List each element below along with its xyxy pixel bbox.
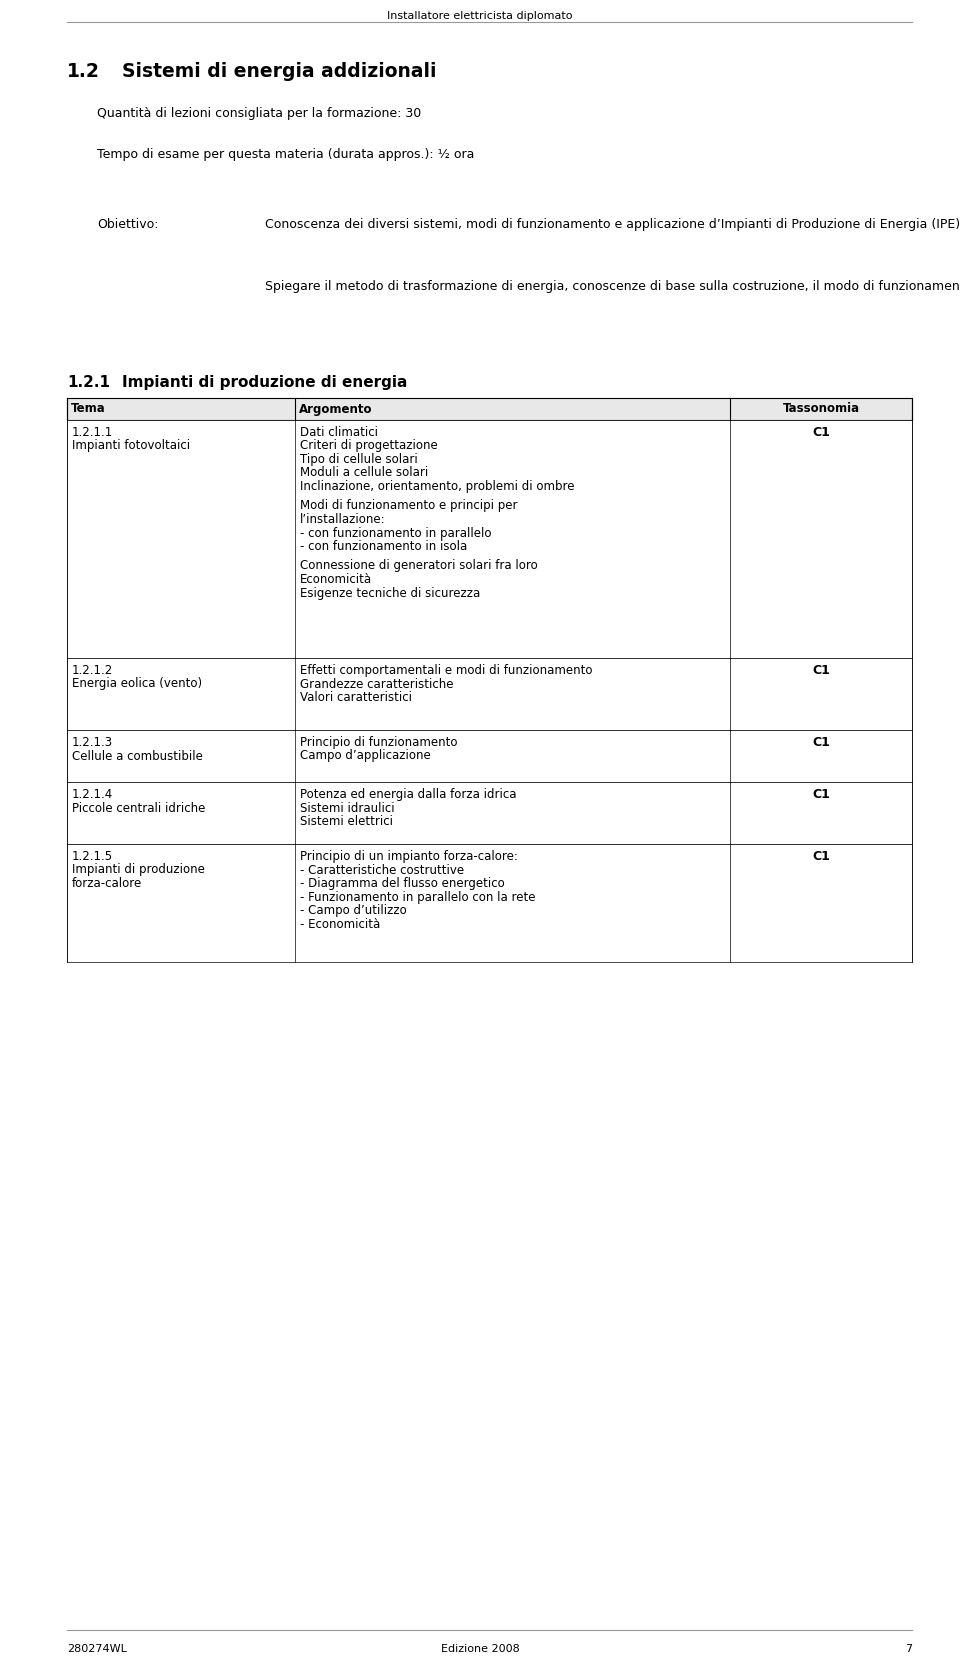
Text: 1.2.1.4: 1.2.1.4 bbox=[72, 788, 113, 802]
Text: Inclinazione, orientamento, problemi di ombre: Inclinazione, orientamento, problemi di … bbox=[300, 481, 574, 492]
Text: Principio di funzionamento: Principio di funzionamento bbox=[300, 737, 458, 748]
Text: Potenza ed energia dalla forza idrica: Potenza ed energia dalla forza idrica bbox=[300, 788, 516, 802]
Text: Sistemi idraulici: Sistemi idraulici bbox=[300, 802, 395, 815]
Text: Criteri di progettazione: Criteri di progettazione bbox=[300, 439, 438, 452]
Text: Sistemi elettrici: Sistemi elettrici bbox=[300, 815, 393, 828]
Bar bbox=[67, 730, 912, 782]
Text: Energia eolica (vento): Energia eolica (vento) bbox=[72, 677, 203, 690]
Bar bbox=[67, 845, 912, 961]
Text: l’installazione:: l’installazione: bbox=[300, 512, 386, 526]
Text: Argomento: Argomento bbox=[299, 402, 372, 416]
Text: - Campo d’utilizzo: - Campo d’utilizzo bbox=[300, 905, 407, 916]
Bar bbox=[67, 421, 912, 659]
Text: forza-calore: forza-calore bbox=[72, 876, 142, 890]
Text: Impianti di produzione di energia: Impianti di produzione di energia bbox=[122, 374, 407, 391]
Text: - con funzionamento in isola: - con funzionamento in isola bbox=[300, 540, 468, 554]
Text: Obiettivo:: Obiettivo: bbox=[97, 218, 158, 231]
Text: Quantità di lezioni consigliata per la formazione: 30: Quantità di lezioni consigliata per la f… bbox=[97, 106, 421, 120]
Text: C1: C1 bbox=[812, 788, 830, 802]
Text: 1.2.1.1: 1.2.1.1 bbox=[72, 426, 113, 439]
Text: 7: 7 bbox=[905, 1645, 912, 1655]
Text: Economicità: Economicità bbox=[300, 574, 372, 585]
Text: - con funzionamento in parallelo: - con funzionamento in parallelo bbox=[300, 527, 492, 539]
Text: Tipo di cellule solari: Tipo di cellule solari bbox=[300, 452, 418, 466]
Bar bbox=[67, 659, 912, 730]
Bar bbox=[67, 397, 912, 421]
Text: Edizione 2008: Edizione 2008 bbox=[441, 1645, 519, 1655]
Text: Cellule a combustibile: Cellule a combustibile bbox=[72, 750, 203, 763]
Text: C1: C1 bbox=[812, 664, 830, 677]
Text: - Caratteristiche costruttive: - Caratteristiche costruttive bbox=[300, 863, 464, 876]
Text: Valori caratteristici: Valori caratteristici bbox=[300, 692, 412, 703]
Text: Principio di un impianto forza-calore:: Principio di un impianto forza-calore: bbox=[300, 850, 517, 863]
Text: 280274WL: 280274WL bbox=[67, 1645, 127, 1655]
Text: Installatore elettricista diplomato: Installatore elettricista diplomato bbox=[387, 12, 573, 22]
Text: Tempo di esame per questa materia (durata appros.): ½ ora: Tempo di esame per questa materia (durat… bbox=[97, 148, 474, 161]
Text: C1: C1 bbox=[812, 426, 830, 439]
Text: - Funzionamento in parallelo con la rete: - Funzionamento in parallelo con la rete bbox=[300, 890, 536, 903]
Text: Spiegare il metodo di trasformazione di energia, conoscenze di base sulla costru: Spiegare il metodo di trasformazione di … bbox=[265, 279, 960, 293]
Text: C1: C1 bbox=[812, 850, 830, 863]
Text: C1: C1 bbox=[812, 737, 830, 748]
Text: Tassonomia: Tassonomia bbox=[782, 402, 859, 416]
Text: 1.2.1: 1.2.1 bbox=[67, 374, 110, 391]
Text: Piccole centrali idriche: Piccole centrali idriche bbox=[72, 802, 205, 815]
Text: Effetti comportamentali e modi di funzionamento: Effetti comportamentali e modi di funzio… bbox=[300, 664, 592, 677]
Text: Campo d’applicazione: Campo d’applicazione bbox=[300, 750, 431, 763]
Text: 1.2.1.3: 1.2.1.3 bbox=[72, 737, 113, 748]
Text: Impianti di produzione: Impianti di produzione bbox=[72, 863, 204, 876]
Text: 1.2: 1.2 bbox=[67, 62, 100, 81]
Text: Grandezze caratteristiche: Grandezze caratteristiche bbox=[300, 677, 453, 690]
Text: Connessione di generatori solari fra loro: Connessione di generatori solari fra lor… bbox=[300, 559, 538, 572]
Text: 1.2.1.5: 1.2.1.5 bbox=[72, 850, 113, 863]
Text: Dati climatici: Dati climatici bbox=[300, 426, 378, 439]
Bar bbox=[67, 782, 912, 845]
Text: Esigenze tecniche di sicurezza: Esigenze tecniche di sicurezza bbox=[300, 587, 480, 599]
Text: Conoscenza dei diversi sistemi, modi di funzionamento e applicazione d’Impianti : Conoscenza dei diversi sistemi, modi di … bbox=[265, 218, 960, 231]
Text: 1.2.1.2: 1.2.1.2 bbox=[72, 664, 113, 677]
Text: Impianti fotovoltaici: Impianti fotovoltaici bbox=[72, 439, 190, 452]
Text: Sistemi di energia addizionali: Sistemi di energia addizionali bbox=[122, 62, 437, 81]
Text: Modi di funzionamento e principi per: Modi di funzionamento e principi per bbox=[300, 499, 517, 512]
Text: - Economicità: - Economicità bbox=[300, 918, 380, 931]
Text: Moduli a cellule solari: Moduli a cellule solari bbox=[300, 467, 428, 479]
Text: Tema: Tema bbox=[71, 402, 106, 416]
Text: - Diagramma del flusso energetico: - Diagramma del flusso energetico bbox=[300, 876, 505, 890]
